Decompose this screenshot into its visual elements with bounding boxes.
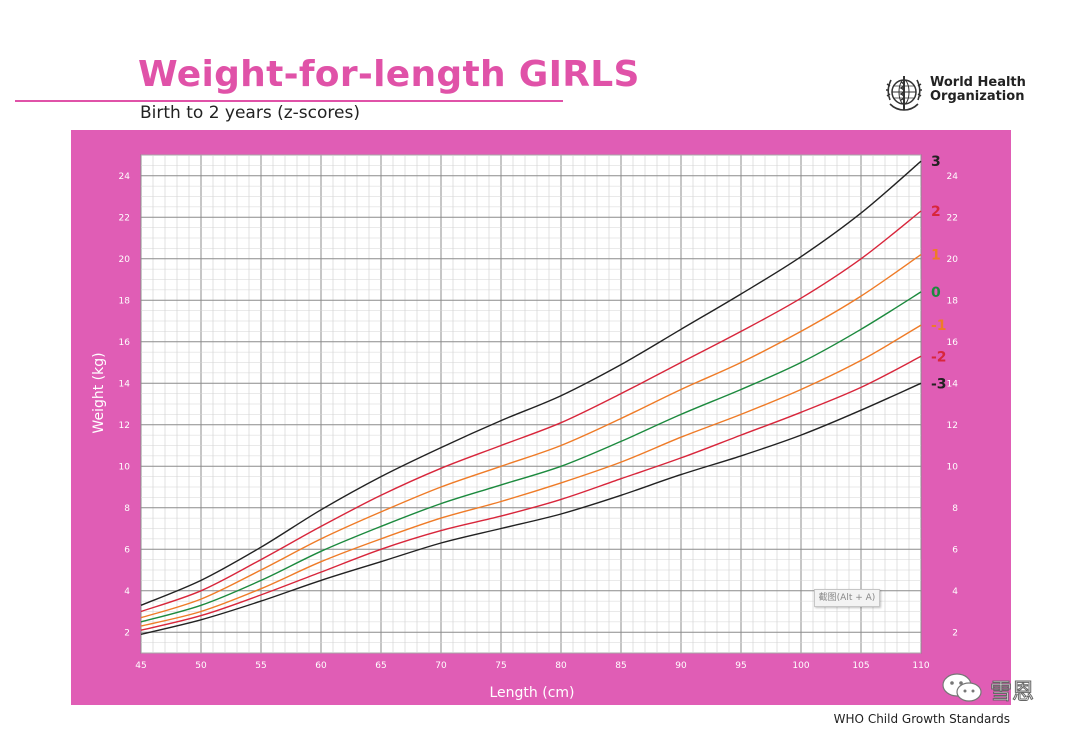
wechat-icon	[942, 673, 982, 702]
x-tick-label: 50	[195, 661, 207, 671]
y-tick-label-left: 2	[124, 628, 130, 638]
zscore-curve--1	[140, 324, 922, 627]
y-tick-label-left: 12	[119, 421, 130, 431]
y-axis-label: Weight (kg)	[91, 352, 107, 433]
series-label: -3	[931, 376, 947, 392]
y-tick-label-left: 4	[124, 587, 130, 597]
series-label: 3	[931, 154, 941, 170]
x-tick-label: 100	[792, 661, 809, 671]
y-tick-label-right: 18	[947, 296, 959, 306]
zscore-curve-3	[140, 160, 922, 606]
who-name: World Health Organization	[930, 76, 1026, 104]
chart-curves	[140, 160, 922, 635]
x-tick-label: 75	[495, 661, 506, 671]
x-tick-label: 95	[735, 661, 746, 671]
zscore-curve-1	[140, 254, 922, 619]
who-emblem-icon	[886, 76, 922, 111]
x-tick-label: 55	[255, 661, 266, 671]
zscore-curve-2	[140, 210, 922, 613]
x-tick-label: 80	[555, 661, 567, 671]
y-tick-label-right: 22	[947, 213, 958, 223]
y-tick-label-left: 18	[119, 296, 131, 306]
zscore-curve-0	[140, 291, 922, 623]
y-tick-label-left: 22	[119, 213, 130, 223]
y-tick-label-right: 4	[952, 587, 958, 597]
y-tick-label-left: 6	[124, 545, 130, 555]
chart-grid	[140, 154, 922, 654]
x-tick-label: 65	[375, 661, 386, 671]
series-label: 2	[931, 204, 941, 220]
y-tick-label-left: 20	[119, 255, 131, 265]
x-tick-label: 60	[315, 661, 327, 671]
y-tick-label-left: 24	[119, 172, 131, 182]
y-tick-label-right: 2	[952, 628, 958, 638]
y-tick-label-right: 10	[947, 462, 959, 472]
y-tick-label-right: 24	[947, 172, 959, 182]
y-tick-label-right: 16	[947, 338, 959, 348]
x-tick-label: 90	[675, 661, 687, 671]
watermark: 雪恩	[940, 670, 1050, 706]
y-tick-label-right: 6	[952, 545, 958, 555]
chart-subtitle: Birth to 2 years (z-scores)	[140, 103, 360, 123]
x-axis-label: Length (cm)	[490, 685, 575, 701]
x-tick-label: 105	[852, 661, 869, 671]
zscore-curve--2	[140, 355, 922, 631]
zscore-curve--3	[140, 382, 922, 635]
x-tick-label: 45	[135, 661, 146, 671]
y-tick-label-left: 14	[119, 379, 131, 389]
y-tick-label-left: 16	[119, 338, 131, 348]
x-tick-label: 70	[435, 661, 447, 671]
y-tick-label-left: 10	[119, 462, 131, 472]
y-tick-label-right: 8	[952, 504, 958, 514]
chart-series-labels: 3 2 1 0 -1 -2 -3	[931, 154, 947, 392]
y-tick-label-right: 14	[947, 379, 959, 389]
series-label: -1	[931, 318, 947, 334]
y-tick-label-right: 20	[947, 255, 959, 265]
who-name-line2: Organization	[930, 89, 1025, 104]
y-tick-label-right: 12	[947, 421, 958, 431]
y-tick-label-left: 8	[124, 504, 130, 514]
watermark-text: 雪恩	[989, 680, 1035, 706]
series-label: -2	[931, 349, 947, 365]
x-tick-label: 85	[615, 661, 626, 671]
chart-title: Weight-for-length GIRLS	[138, 54, 640, 95]
series-label: 1	[931, 248, 941, 264]
who-logo: World Health Organization	[882, 70, 1026, 114]
who-name-line1: World Health	[930, 75, 1026, 90]
footer-source: WHO Child Growth Standards	[833, 712, 1010, 726]
title-underline	[15, 100, 563, 102]
series-label: 0	[931, 285, 941, 301]
x-tick-label: 110	[912, 661, 929, 671]
screenshot-tooltip: 截图(Alt + A)	[814, 589, 880, 607]
